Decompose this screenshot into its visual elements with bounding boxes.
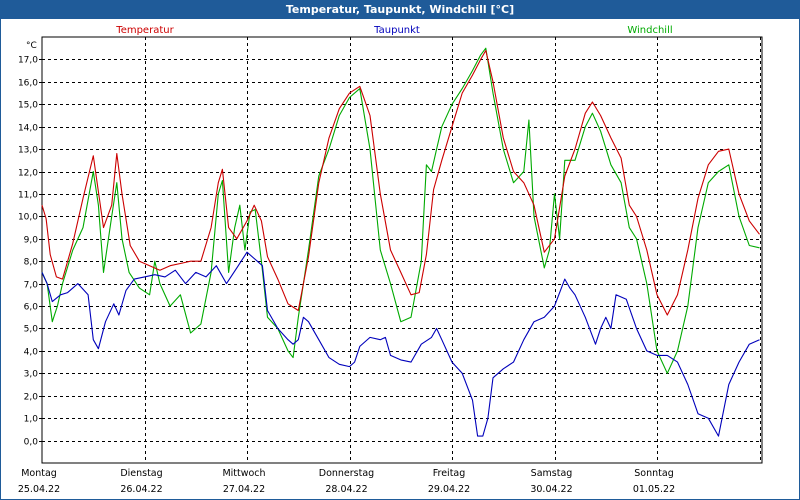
y-tick-label: 9,0 [24, 236, 39, 246]
grid [42, 37, 762, 463]
x-tick-day: Montag [21, 468, 57, 479]
x-tick-date: 29.04.22 [428, 484, 470, 495]
y-tick-label: 10,0 [18, 213, 38, 223]
series-line-taupunkt [41, 251, 760, 437]
y-tick-label: 2,0 [24, 393, 39, 403]
y-tick-label: 16,0 [18, 79, 38, 89]
x-tick-day: Samstag [531, 468, 573, 479]
y-tick-label: 12,0 [18, 169, 38, 179]
y-tick-label: 13,0 [18, 146, 38, 156]
x-tick-date: 27.04.22 [223, 484, 265, 495]
y-tick-label: 17,0 [18, 56, 38, 66]
x-tick-day: Donnerstag [319, 468, 374, 479]
y-tick-label: 3,0 [24, 370, 39, 380]
x-tick-day: Freitag [433, 468, 466, 479]
series-line-windchill [41, 47, 760, 374]
y-tick-label: 11,0 [18, 191, 38, 201]
legend-entry-taupunkt: Taupunkt [373, 25, 420, 36]
series-line-temperatur [41, 49, 760, 316]
plot-border [41, 36, 763, 464]
y-tick-label: 6,0 [24, 303, 39, 313]
y-tick-label: 1,0 [24, 415, 39, 425]
y-tick-label: 8,0 [24, 258, 39, 268]
x-tick-day: Dienstag [120, 468, 162, 479]
x-tick-day: Mittwoch [222, 468, 265, 479]
x-tick-date: 28.04.22 [325, 484, 367, 495]
series-layer [41, 47, 760, 437]
legend-entry-temperatur: Temperatur [115, 25, 174, 36]
y-tick-label: 14,0 [18, 124, 38, 134]
x-tick-day: Sonntag [634, 468, 673, 479]
legend: Temperatur Taupunkt Windchill [115, 25, 672, 36]
axes: 0,0 1,0 2,0 3,0 4,0 5,0 6,0 7,0 8,0 9,0 10,0 11,0 12… [18, 36, 763, 495]
legend-entry-windchill: Windchill [627, 25, 672, 36]
y-tick-label: 7,0 [24, 281, 39, 291]
y-tick-label: 0,0 [24, 438, 39, 448]
y-axis-unit: °C [26, 41, 37, 51]
x-tick-date: 25.04.22 [18, 484, 60, 495]
x-tick-date: 30.04.22 [530, 484, 572, 495]
x-tick-date: 01.05.22 [633, 484, 675, 495]
x-tick-date: 26.04.22 [120, 484, 162, 495]
y-tick-label: 4,0 [24, 348, 39, 358]
y-tick-label: 15,0 [18, 101, 38, 111]
chart-title: Temperatur, Taupunkt, Windchill [°C] [1, 1, 799, 19]
y-tick-label: 5,0 [24, 325, 39, 335]
